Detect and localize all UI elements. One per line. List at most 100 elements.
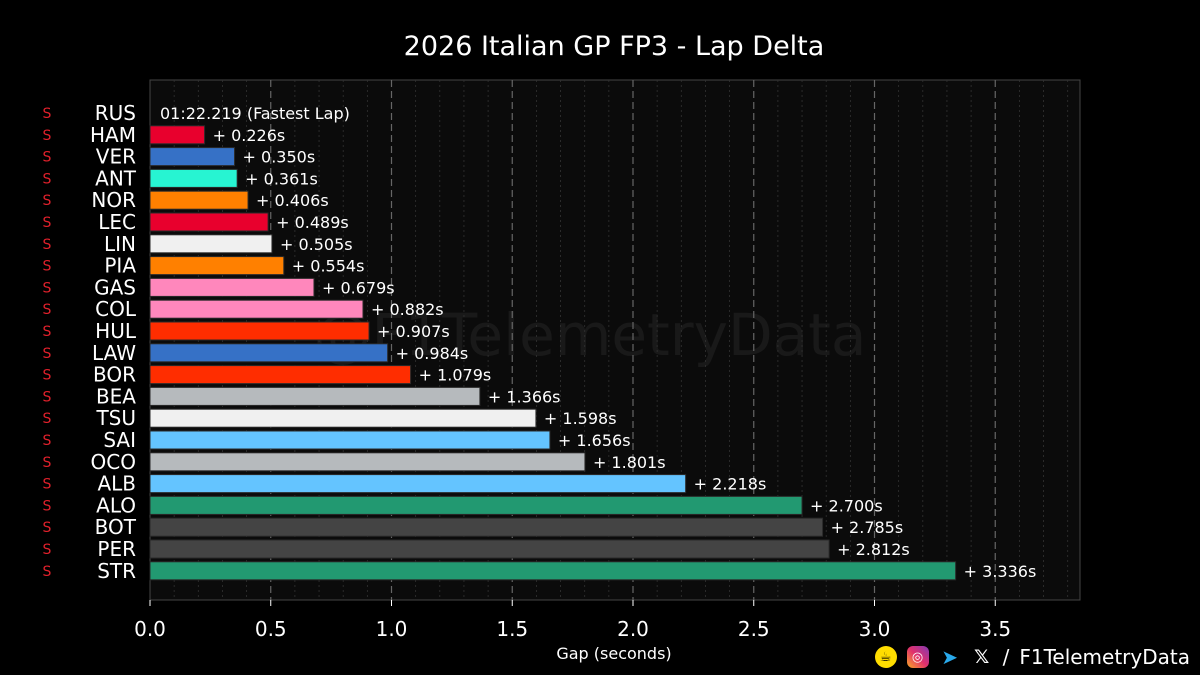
bar-pia bbox=[149, 256, 285, 276]
driver-tick-label: RUS bbox=[95, 101, 136, 125]
tyre-compound-label: S bbox=[43, 171, 52, 187]
tyre-compound-label: S bbox=[43, 433, 52, 449]
x-tick-label: 1.5 bbox=[496, 617, 528, 641]
bar-tsu bbox=[149, 408, 537, 428]
bar-value-label: + 0.489s bbox=[276, 213, 349, 232]
telegram-icon[interactable]: ➤ bbox=[941, 645, 958, 669]
driver-tick-label: BOT bbox=[95, 515, 137, 539]
driver-tick-label: VER bbox=[96, 145, 136, 169]
bar-alb bbox=[149, 474, 687, 494]
bar-str bbox=[149, 561, 957, 581]
driver-tick-label: GAS bbox=[94, 275, 136, 299]
bar-oco bbox=[149, 452, 586, 472]
driver-tick-label: HAM bbox=[90, 123, 136, 147]
bar-hul bbox=[149, 321, 370, 341]
bar-value-label: + 0.907s bbox=[377, 322, 450, 341]
tyre-compound-label: S bbox=[43, 215, 52, 231]
bar-per bbox=[149, 539, 830, 559]
bar-value-label: + 0.350s bbox=[243, 148, 316, 167]
bar-value-label: + 2.218s bbox=[694, 475, 767, 494]
bar-value-label: + 0.226s bbox=[213, 126, 286, 145]
driver-tick-label: ALB bbox=[97, 472, 136, 496]
x-tick-label: 3.5 bbox=[979, 617, 1011, 641]
bar-value-label: + 2.700s bbox=[810, 496, 883, 515]
bar-lec bbox=[149, 212, 269, 232]
bar-value-label: + 0.554s bbox=[292, 257, 365, 276]
bar-value-label: + 2.812s bbox=[837, 540, 910, 559]
bar-ant bbox=[149, 168, 238, 188]
bar-value-label: + 0.406s bbox=[256, 191, 329, 210]
driver-tick-label: SAI bbox=[103, 428, 136, 452]
driver-tick-label: PIA bbox=[104, 254, 136, 278]
tyre-compound-label: S bbox=[43, 302, 52, 318]
x-axis-ticks: 0.0 0.5 1.0 1.5 2.0 2.5 3.0 3.5 bbox=[134, 600, 1011, 641]
driver-tick-label: OCO bbox=[91, 450, 136, 474]
x-tick-label: 0.0 bbox=[134, 617, 166, 641]
driver-tick-label: HUL bbox=[95, 319, 137, 343]
footer-handle[interactable]: F1TelemetryData bbox=[1019, 645, 1190, 669]
tyre-compound-label: S bbox=[43, 259, 52, 275]
driver-tick-label: LAW bbox=[92, 341, 136, 365]
tyre-compound-label: S bbox=[43, 411, 52, 427]
tyre-compound-label: S bbox=[43, 193, 52, 209]
driver-tick-label: PER bbox=[97, 537, 136, 561]
tyre-compound-label: S bbox=[43, 564, 52, 580]
bar-value-label: + 3.336s bbox=[964, 562, 1037, 581]
x-icon[interactable]: 𝕏 bbox=[973, 646, 990, 668]
buymeacoffee-icon[interactable]: ☕ bbox=[874, 646, 897, 668]
x-axis-label: Gap (seconds) bbox=[556, 644, 671, 663]
fastest-lap-label: 01:22.219 (Fastest Lap) bbox=[160, 104, 350, 123]
driver-tick-label: LIN bbox=[104, 232, 136, 256]
bar-value-label: + 0.361s bbox=[245, 169, 318, 188]
tyre-compound-label: S bbox=[43, 520, 52, 536]
bar-lin bbox=[149, 234, 273, 254]
tyre-compound-label: S bbox=[43, 280, 52, 296]
driver-tick-label: TSU bbox=[95, 406, 136, 430]
tyre-compound-label: S bbox=[43, 324, 52, 340]
bar-value-label: + 0.882s bbox=[371, 300, 444, 319]
bar-value-label: + 2.785s bbox=[831, 518, 904, 537]
bar-value-label: + 0.984s bbox=[396, 344, 469, 363]
driver-tick-label: COL bbox=[95, 297, 137, 321]
tyre-compound-label: S bbox=[43, 150, 52, 166]
watermark: @F1TelemetryData bbox=[314, 301, 867, 369]
tyre-compound-label: S bbox=[43, 128, 52, 144]
bar-ver bbox=[149, 147, 236, 167]
tyre-compound-label: S bbox=[43, 455, 52, 471]
bar-value-label: + 1.801s bbox=[593, 453, 666, 472]
driver-tick-label: STR bbox=[97, 559, 136, 583]
tyre-compound-label: S bbox=[43, 542, 52, 558]
tyre-compound-label: S bbox=[43, 389, 52, 405]
footer: ☕ ◎ ➤ 𝕏 / F1TelemetryData bbox=[874, 645, 1190, 669]
tyre-compound-label: S bbox=[43, 346, 52, 362]
footer-separator: / bbox=[1002, 645, 1010, 669]
tyre-compound-label: S bbox=[43, 368, 52, 384]
x-tick-label: 2.0 bbox=[617, 617, 649, 641]
driver-tick-label: ANT bbox=[95, 166, 137, 190]
bars: S RUS 01:22.219 (Fastest Lap) S HAM + 0.226s S… bbox=[43, 101, 1037, 583]
tyre-compound-label: S bbox=[43, 477, 52, 493]
x-tick-label: 1.0 bbox=[376, 617, 408, 641]
bar-alo bbox=[149, 495, 803, 515]
bar-bor bbox=[149, 365, 412, 385]
bar-value-label: + 0.679s bbox=[322, 278, 395, 297]
bar-nor bbox=[149, 190, 249, 210]
bar-bea bbox=[149, 386, 481, 406]
bar-value-label: + 1.656s bbox=[558, 431, 631, 450]
bar-bot bbox=[149, 517, 824, 537]
bar-gas bbox=[149, 277, 315, 297]
bar-law bbox=[149, 343, 389, 363]
x-tick-label: 0.5 bbox=[255, 617, 287, 641]
x-tick-label: 2.5 bbox=[738, 617, 770, 641]
tyre-compound-label: S bbox=[43, 106, 52, 122]
instagram-icon[interactable]: ◎ bbox=[906, 646, 929, 668]
driver-tick-label: ALO bbox=[96, 493, 136, 517]
bar-value-label: + 1.598s bbox=[544, 409, 617, 428]
bar-ham bbox=[149, 125, 206, 145]
driver-tick-label: BEA bbox=[96, 384, 136, 408]
x-tick-label: 3.0 bbox=[859, 617, 891, 641]
bar-sai bbox=[149, 430, 551, 450]
driver-tick-label: BOR bbox=[93, 363, 136, 387]
driver-tick-label: NOR bbox=[91, 188, 136, 212]
